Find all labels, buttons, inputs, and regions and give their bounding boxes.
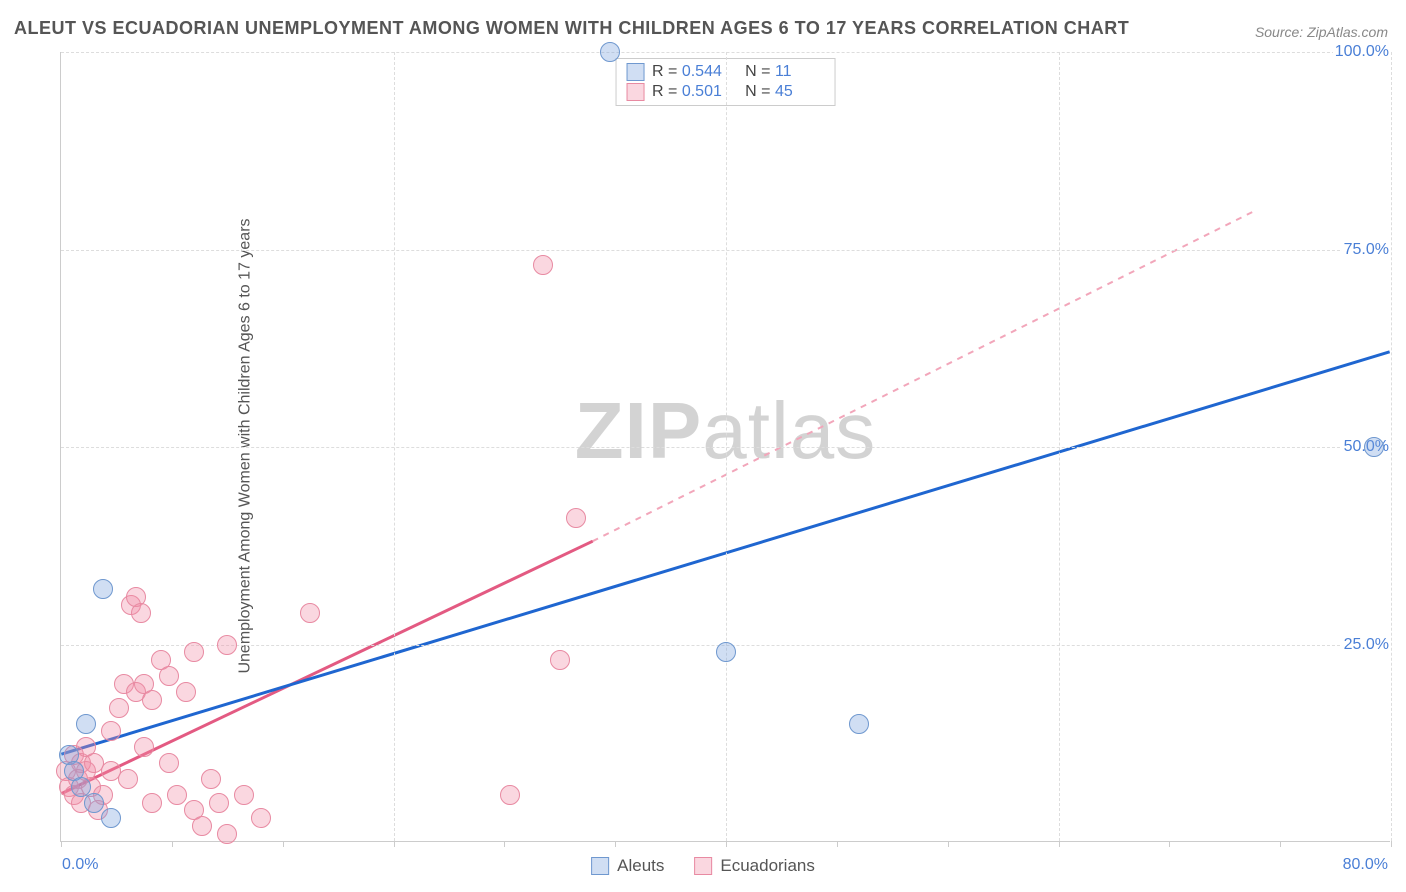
point-aleut <box>84 793 104 813</box>
x-tick-mark <box>615 841 616 847</box>
point-ecuadorian <box>217 635 237 655</box>
legend-item: Aleuts <box>591 856 664 876</box>
series-legend: Aleuts Ecuadorians <box>591 856 815 876</box>
x-tick-min: 0.0% <box>62 856 98 874</box>
point-ecuadorian <box>101 721 121 741</box>
plot-area: ZIPatlas R = 0.544 N = 11R = 0.501 N = 4… <box>60 52 1390 842</box>
point-ecuadorian <box>142 793 162 813</box>
chart-container: ALEUT VS ECUADORIAN UNEMPLOYMENT AMONG W… <box>0 0 1406 892</box>
point-ecuadorian <box>159 753 179 773</box>
gridline-v <box>394 52 395 841</box>
point-ecuadorian <box>500 785 520 805</box>
legend-swatch <box>591 857 609 875</box>
point-aleut <box>76 714 96 734</box>
point-ecuadorian <box>217 824 237 844</box>
legend-swatch <box>626 83 644 101</box>
point-aleut <box>1364 437 1384 457</box>
point-ecuadorian <box>251 808 271 828</box>
x-tick-mark <box>283 841 284 847</box>
x-tick-mark <box>726 841 727 847</box>
gridline-v <box>1391 52 1392 841</box>
point-aleut <box>101 808 121 828</box>
legend-text: R = 0.501 N = 45 <box>652 83 825 101</box>
legend-label: Ecuadorians <box>720 856 815 876</box>
chart-title: ALEUT VS ECUADORIAN UNEMPLOYMENT AMONG W… <box>14 18 1129 39</box>
point-ecuadorian <box>142 690 162 710</box>
x-tick-mark <box>1059 841 1060 847</box>
point-ecuadorian <box>118 769 138 789</box>
gridline-v <box>726 52 727 841</box>
point-ecuadorian <box>109 698 129 718</box>
point-ecuadorian <box>192 816 212 836</box>
legend-swatch <box>694 857 712 875</box>
point-aleut <box>849 714 869 734</box>
point-ecuadorian <box>167 785 187 805</box>
point-aleut <box>600 42 620 62</box>
legend-label: Aleuts <box>617 856 664 876</box>
x-tick-mark <box>172 841 173 847</box>
point-ecuadorian <box>184 642 204 662</box>
point-ecuadorian <box>131 603 151 623</box>
x-tick-max: 80.0% <box>1343 856 1388 874</box>
legend-text: R = 0.544 N = 11 <box>652 63 825 81</box>
point-ecuadorian <box>134 737 154 757</box>
point-ecuadorian <box>566 508 586 528</box>
point-ecuadorian <box>209 793 229 813</box>
point-ecuadorian <box>550 650 570 670</box>
point-ecuadorian <box>533 255 553 275</box>
x-tick-mark <box>948 841 949 847</box>
x-tick-mark <box>394 841 395 847</box>
point-ecuadorian <box>234 785 254 805</box>
x-tick-mark <box>1169 841 1170 847</box>
point-aleut <box>716 642 736 662</box>
point-ecuadorian <box>300 603 320 623</box>
x-tick-mark <box>837 841 838 847</box>
legend-item: Ecuadorians <box>694 856 815 876</box>
point-ecuadorian <box>176 682 196 702</box>
gridline-v <box>1059 52 1060 841</box>
point-aleut <box>93 579 113 599</box>
source-label: Source: ZipAtlas.com <box>1255 24 1388 40</box>
point-ecuadorian <box>159 666 179 686</box>
x-tick-mark <box>61 841 62 847</box>
x-tick-mark <box>1280 841 1281 847</box>
x-tick-mark <box>504 841 505 847</box>
point-ecuadorian <box>201 769 221 789</box>
legend-swatch <box>626 63 644 81</box>
x-tick-mark <box>1391 841 1392 847</box>
